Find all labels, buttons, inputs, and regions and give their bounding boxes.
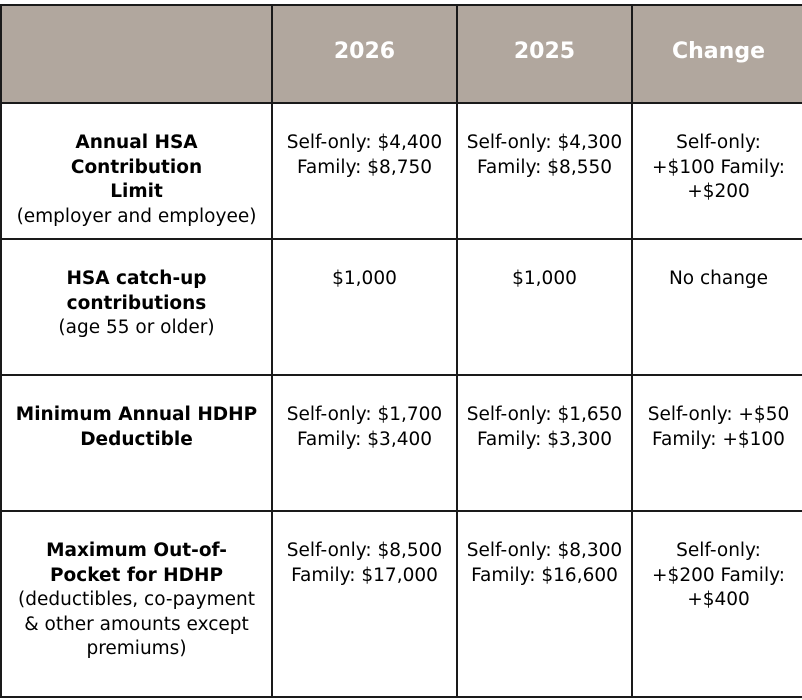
value-change-cell: Self-only: +$50 Family: +$100 [631, 374, 802, 512]
value-2026-cell: Self-only: $1,700 Family: $3,400 [271, 374, 458, 512]
table-row: HSA catch-up contributions (age 55 or ol… [0, 238, 802, 376]
table-row: Annual HSA Contribution Limit (employer … [0, 102, 802, 240]
header-2026: 2026 [271, 4, 458, 104]
value-2026: Self-only: $1,700 Family: $3,400 [286, 404, 443, 450]
row-label-cell: HSA catch-up contributions (age 55 or ol… [0, 238, 273, 376]
value-2026-cell: Self-only: $4,400 Family: $8,750 [271, 102, 458, 240]
header-2025: 2025 [456, 4, 633, 104]
row-label-cell: Annual HSA Contribution Limit (employer … [0, 102, 273, 240]
value-2025-cell: Self-only: $4,300 Family: $8,550 [456, 102, 633, 240]
row-label: HSA catch-up contributions [66, 268, 207, 314]
table-row: Minimum Annual HDHP Deductible Self-only… [0, 374, 802, 512]
value-2026-cell: Self-only: $8,500 Family: $17,000 [271, 510, 458, 698]
row-label-cell: Minimum Annual HDHP Deductible [0, 374, 273, 512]
value-change: Self-only: +$100 Family: +$200 [652, 132, 785, 202]
table-row: Maximum Out-of-Pocket for HDHP (deductib… [0, 510, 802, 698]
row-label: Maximum Out-of-Pocket for HDHP [46, 540, 227, 586]
value-change-cell: No change [631, 238, 802, 376]
value-2025-cell: Self-only: $8,300 Family: $16,600 [456, 510, 633, 698]
value-change: No change [668, 268, 769, 289]
header-empty-cell [0, 4, 273, 104]
value-2025: Self-only: $1,650 Family: $3,300 [466, 404, 623, 450]
value-2025: Self-only: $8,300 Family: $16,600 [466, 540, 623, 586]
value-2025-cell: $1,000 [456, 238, 633, 376]
value-change: Self-only: +$200 Family: +$400 [652, 540, 785, 610]
value-change-cell: Self-only: +$200 Family: +$400 [631, 510, 802, 698]
value-change: Self-only: +$50 Family: +$100 [647, 404, 790, 450]
row-note: (employer and employee) [16, 205, 257, 227]
value-2026-cell: $1,000 [271, 238, 458, 376]
value-change-cell: Self-only: +$100 Family: +$200 [631, 102, 802, 240]
row-label-cell: Maximum Out-of-Pocket for HDHP (deductib… [0, 510, 273, 698]
row-label: Minimum Annual HDHP Deductible [15, 404, 258, 450]
table-header-row: 2026 2025 Change [0, 4, 802, 104]
row-note: (deductibles, co-payment & other amounts… [18, 589, 255, 659]
row-note: (age 55 or older) [58, 317, 215, 338]
value-2025-cell: Self-only: $1,650 Family: $3,300 [456, 374, 633, 512]
value-2025: Self-only: $4,300 Family: $8,550 [466, 132, 623, 178]
value-2026: Self-only: $4,400 Family: $8,750 [286, 132, 443, 178]
value-2025: $1,000 [512, 268, 577, 289]
value-2026: Self-only: $8,500 Family: $17,000 [286, 540, 443, 586]
hsa-limits-table: 2026 2025 Change Annual HSA Contribution… [0, 4, 802, 698]
header-change: Change [631, 4, 802, 104]
value-2026: $1,000 [332, 268, 397, 289]
row-label: Annual HSA Contribution Limit [70, 132, 203, 202]
